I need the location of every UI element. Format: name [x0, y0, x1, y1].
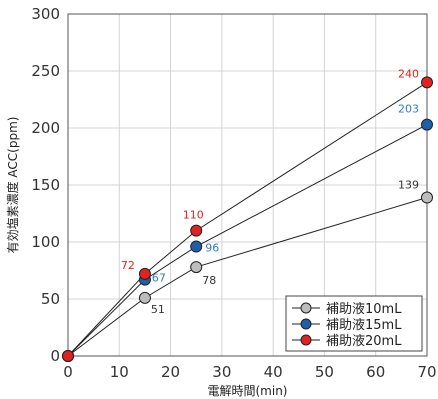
- data-label: 67: [152, 272, 166, 285]
- y-tick-label: 0: [50, 347, 60, 365]
- y-tick-label: 200: [31, 119, 60, 137]
- series-line: [67, 81, 428, 357]
- y-tick-label: 300: [31, 5, 60, 23]
- legend-label: 補助液10mL: [326, 302, 402, 317]
- x-tick-label: 30: [212, 363, 231, 381]
- x-tick-label: 40: [264, 363, 283, 381]
- data-point: [190, 261, 203, 274]
- data-point: [421, 191, 433, 204]
- data-label: 110: [183, 209, 204, 222]
- legend-marker: [300, 334, 312, 346]
- x-tick-label: 0: [63, 363, 73, 381]
- legend-marker: [300, 318, 312, 330]
- data-label: 51: [151, 303, 165, 316]
- series-lines: [67, 81, 428, 357]
- x-tick-label: 20: [161, 363, 180, 381]
- data-label: 139: [398, 179, 419, 192]
- x-tick-label: 60: [366, 363, 385, 381]
- x-axis-ticks: 0 10 20 30 40 50 60 70: [63, 363, 436, 381]
- x-axis-title: 電解時間(min): [208, 384, 288, 398]
- legend-label: 補助液15mL: [326, 318, 402, 333]
- series-line: [67, 197, 428, 357]
- legend-label: 補助液20mL: [326, 334, 402, 349]
- data-point: [62, 350, 74, 362]
- data-point: [138, 291, 151, 304]
- data-label: 240: [398, 67, 419, 80]
- plot-frame: [67, 13, 428, 357]
- data-label: 78: [202, 274, 216, 287]
- x-tick-label: 10: [110, 363, 129, 381]
- x-tick-label: 50: [315, 363, 334, 381]
- data-point: [190, 240, 203, 253]
- data-point: [190, 224, 203, 237]
- y-axis-ticks: 0 50 100 150 200 250 300: [31, 5, 60, 365]
- y-tick-label: 50: [41, 290, 60, 308]
- legend-marker: [300, 302, 312, 314]
- x-tick-label: 70: [417, 363, 436, 381]
- data-label: 96: [205, 242, 219, 255]
- data-point: [421, 76, 433, 89]
- series-line: [67, 124, 428, 357]
- y-tick-label: 250: [31, 62, 60, 80]
- data-point: [138, 267, 151, 280]
- y-tick-label: 100: [31, 233, 60, 251]
- data-labels: 51 78 139 67 96 203 72 110 240: [121, 67, 419, 315]
- data-label: 72: [121, 259, 135, 272]
- series-points: [62, 76, 433, 362]
- data-label: 203: [398, 103, 419, 116]
- y-tick-label: 150: [31, 176, 60, 194]
- data-point: [421, 118, 433, 131]
- y-axis-title: 有効塩素濃度 ACC(ppm): [5, 117, 20, 254]
